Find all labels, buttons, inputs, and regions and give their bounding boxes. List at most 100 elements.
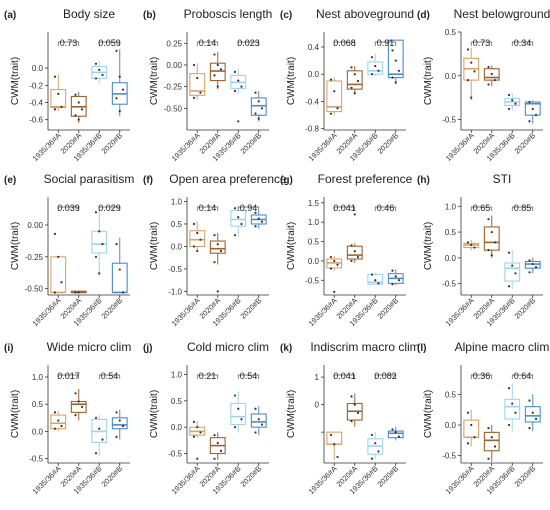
p-value-label: 0.73 [60,38,78,48]
data-point [237,120,240,123]
data-point [329,78,333,81]
data-point [336,263,339,266]
data-point [98,272,101,275]
x-tick-label: 1935/36#A [31,464,63,496]
data-point [53,427,57,430]
box-body [50,414,67,430]
data-point [487,83,490,86]
y-tick-label: -0.5 [29,455,43,464]
p-value-label: 0.068 [333,38,356,48]
significance-bracket [57,41,80,46]
data-point [329,433,333,437]
y-axis-label: CWM(trait) [286,222,297,270]
data-point [514,102,517,105]
panel-title: Indiscrim macro clim [310,340,419,354]
data-point [370,457,374,460]
data-point [77,101,80,104]
data-point [216,85,219,88]
x-tick-label: 1935/36#A [307,296,339,328]
data-point [487,249,490,252]
significance-bracket [470,206,493,211]
y-tick-label: 1.0 [445,202,457,211]
panel-4: (e) Social parasitism CWM(trait) 0.00 -0.25 -… [4,172,134,328]
data-point [121,424,125,428]
data-point [534,417,538,420]
panel-tag: (e) [4,175,16,186]
p-value-label: 0.21 [199,371,217,381]
data-point [507,423,511,427]
data-point [350,420,353,423]
data-point [507,251,511,254]
data-point [350,259,353,263]
data-point [60,281,63,284]
p-value-label: 0.059 [98,38,121,48]
data-point [118,268,121,271]
data-point [466,442,470,445]
data-point [216,63,219,67]
y-axis-label: CWM(trait) [10,390,21,438]
y-tick-label: -0.5 [305,276,319,285]
data-point [213,74,216,77]
data-point [192,222,196,226]
x-tick-label: 1935/36#A [307,464,339,496]
y-axis-label: CWM(trait) [286,390,297,438]
data-point [490,230,493,234]
panel-8: (i) Wide micro clim CWM(trait) 1.0 0.5 0.0 -0.… [4,340,131,496]
p-value-label: 0.36 [473,371,491,381]
data-point [329,112,333,115]
data-point [397,69,401,72]
data-point [528,120,531,123]
data-point [213,433,216,437]
significance-bracket [511,206,534,211]
data-point [192,435,196,438]
data-point [470,423,473,427]
data-point [336,107,339,110]
y-tick-label: 0.0 [445,421,457,430]
y-tick-label: 0.0 [308,257,320,266]
panel-tag: (c) [280,10,292,21]
p-value-label: 0.65 [473,203,491,213]
data-point [94,452,98,455]
y-tick-label: -0.50 [164,104,183,113]
data-point [370,73,374,76]
significance-bracket [98,41,121,46]
data-point [213,234,216,237]
panel-tag: (k) [280,343,292,354]
data-point [260,220,264,223]
data-point [233,234,237,237]
data-point [473,70,476,73]
data-point [57,92,60,95]
p-value-label: 0.017 [57,371,80,381]
panel-tag: (i) [4,343,13,354]
y-tick-label: -0.4 [305,97,319,106]
data-point [74,114,77,117]
y-tick-label: 0.00 [166,61,182,70]
data-point [391,269,394,272]
panel-tag: (a) [4,10,16,21]
significance-bracket [57,206,80,211]
data-point [370,433,374,437]
significance-bracket [237,41,260,46]
panel-title: Open area preference [169,172,287,186]
panel-title: Body size [63,7,115,21]
data-point [511,402,514,405]
y-tick-label: -0.2 [29,81,43,90]
data-point [101,73,104,77]
data-point [115,242,118,246]
data-point [333,290,336,294]
significance-bracket [333,206,356,211]
box-body [91,230,108,254]
data-point [350,86,353,89]
data-point [199,91,202,94]
significance-bracket [196,374,219,379]
y-tick-label: 0.5 [308,238,320,247]
data-point [74,413,77,417]
y-tick-label: -0.8 [305,125,319,134]
panel-tag: (h) [417,175,430,186]
data-point [77,400,80,403]
box-body [463,419,480,438]
data-point [493,79,497,82]
y-tick-label: 1 [315,373,320,382]
data-point [53,232,57,236]
y-tick-label: 0 [315,401,320,410]
